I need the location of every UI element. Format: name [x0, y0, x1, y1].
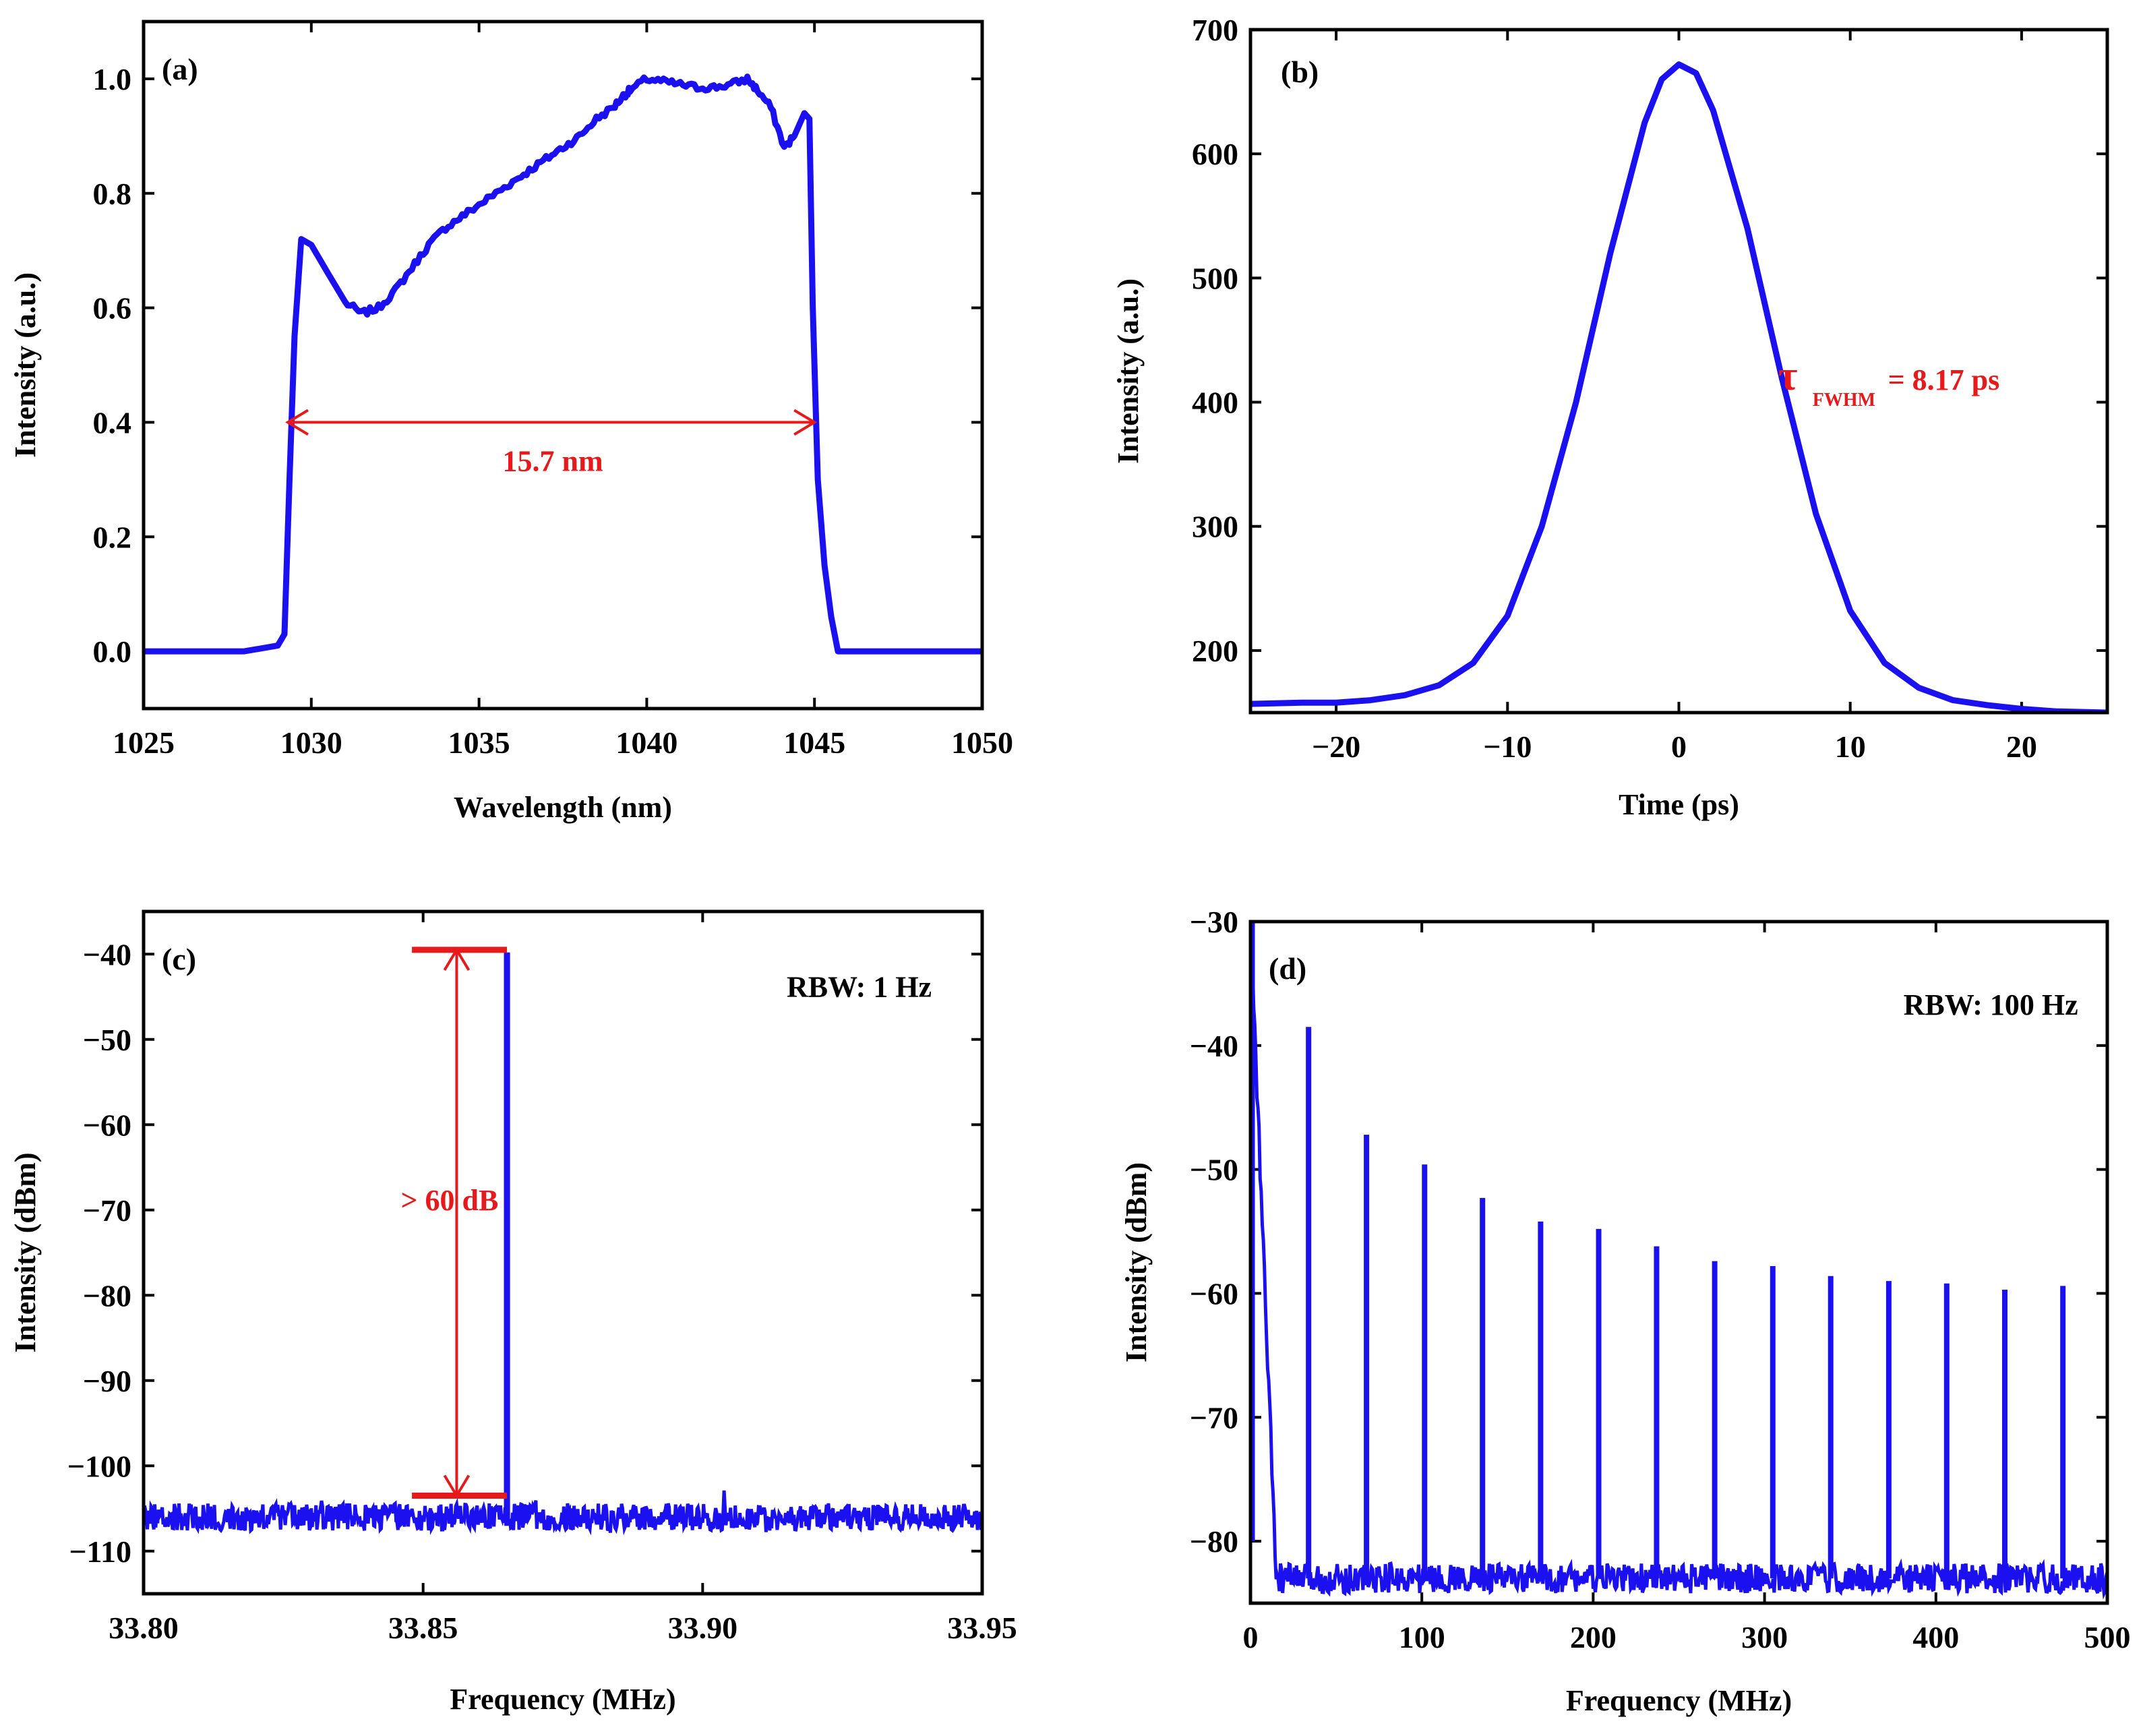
- series-line: [144, 73, 982, 655]
- x-tick-label: 300: [1741, 1620, 1788, 1654]
- x-tick-label: 33.90: [668, 1611, 738, 1645]
- series-line: [1250, 61, 2107, 713]
- x-axis-label: Wavelength (nm): [454, 791, 672, 824]
- y-tick-label: 0.2: [93, 520, 132, 554]
- panel-c: 33.80 33.85 33.90 33.95 −110 −100 −90 −80 −70 −60…: [9, 909, 1017, 1716]
- annotation-text: 15.7 nm: [503, 445, 603, 478]
- y-tick-label: −80: [83, 1278, 131, 1313]
- annotation-text: τ: [1778, 353, 1798, 399]
- trace-group: [144, 73, 982, 655]
- series-line: [1250, 922, 2107, 1600]
- x-tick-label: 400: [1912, 1620, 1959, 1654]
- x-tick-label: −10: [1483, 729, 1532, 764]
- y-tick-label: −40: [1190, 1029, 1238, 1063]
- y-tick-label: −100: [67, 1449, 131, 1483]
- panel-label: (c): [162, 942, 196, 976]
- panel-label: (a): [162, 52, 198, 86]
- arrow-head-up: [443, 947, 471, 971]
- plot-frame: [1248, 920, 2109, 1605]
- y-tick-label: −30: [1190, 905, 1238, 939]
- panel-a: 1025 1030 1035 1040 1045 1050 0.0 0.2 0.4 0.6 0.8 1…: [9, 20, 1013, 824]
- x-tick-label: 500: [2084, 1620, 2131, 1654]
- plot-frame: [1248, 28, 2109, 715]
- x-tick-label: 33.80: [109, 1611, 179, 1645]
- plot-frame: [142, 20, 984, 711]
- panel-label: (b): [1281, 55, 1319, 89]
- x-axis-label: Time (ps): [1619, 788, 1739, 821]
- y-tick-label: −70: [1190, 1400, 1238, 1435]
- annotation-text: FWHM: [1813, 390, 1875, 411]
- trace-group: [1250, 61, 2107, 713]
- x-tick-label: 33.95: [947, 1611, 1017, 1645]
- x-tick-label: 1050: [951, 725, 1013, 760]
- y-axis-label: Intensity (dBm): [9, 1152, 42, 1352]
- y-tick-label: 0.0: [93, 634, 132, 669]
- trace-group: [1250, 922, 2107, 1600]
- y-axis-label: Intensity (a.u.): [1112, 278, 1145, 464]
- x-tick-label: 1030: [280, 725, 342, 760]
- y-tick-label: −50: [83, 1023, 131, 1057]
- y-tick-label: −70: [83, 1193, 131, 1228]
- annotation-text: > 60 dB: [400, 1184, 498, 1217]
- x-tick-label: 1035: [448, 725, 510, 760]
- x-axis-label: Frequency (MHz): [1566, 1684, 1792, 1717]
- x-tick-label: 100: [1399, 1620, 1445, 1654]
- y-axis-label: Intensity (dBm): [1120, 1162, 1153, 1363]
- x-tick-label: −20: [1312, 729, 1360, 764]
- x-tick-label: 200: [1570, 1620, 1617, 1654]
- y-tick-label: −110: [69, 1534, 131, 1569]
- arrow-head-down: [443, 1474, 471, 1499]
- x-tick-label: 1045: [783, 725, 845, 760]
- x-tick-label: 1040: [615, 725, 677, 760]
- arrow-head-right: [793, 409, 818, 436]
- series-line: [144, 952, 982, 1536]
- rbw-label: RBW: 100 Hz: [1904, 988, 2078, 1021]
- y-tick-label: 500: [1192, 261, 1238, 295]
- y-tick-label: −90: [83, 1364, 131, 1398]
- y-tick-label: −40: [83, 937, 131, 971]
- y-tick-label: 200: [1192, 634, 1238, 668]
- x-axis-label: Frequency (MHz): [450, 1683, 675, 1716]
- y-tick-label: 300: [1192, 510, 1238, 544]
- panel-label: (d): [1269, 951, 1306, 986]
- y-tick-label: 0.6: [93, 291, 132, 326]
- y-tick-label: 400: [1192, 386, 1238, 420]
- y-tick-label: −60: [1190, 1276, 1238, 1311]
- x-tick-label: 1025: [113, 725, 175, 760]
- y-tick-label: −50: [1190, 1153, 1238, 1187]
- x-tick-label: 33.85: [388, 1611, 458, 1645]
- y-tick-label: −60: [83, 1108, 131, 1142]
- x-tick-label: 0: [1243, 1620, 1259, 1654]
- annotation-text: = 8.17 ps: [1888, 363, 2000, 396]
- y-tick-label: 1.0: [93, 62, 132, 96]
- x-tick-label: 20: [2006, 729, 2037, 764]
- y-tick-label: −80: [1190, 1524, 1238, 1559]
- y-axis-label: Intensity (a.u.): [9, 272, 42, 458]
- y-tick-label: 600: [1192, 137, 1238, 171]
- y-tick-label: 0.8: [93, 177, 132, 211]
- x-tick-label: 10: [1835, 729, 1866, 764]
- trace-group: [144, 952, 982, 1536]
- arrow-head-left: [285, 409, 309, 436]
- x-tick-label: 0: [1671, 729, 1687, 764]
- rbw-label: RBW: 1 Hz: [787, 971, 932, 1004]
- panel-b: −20 −10 0 10 20 200 300 400 500 600 700 Time (ps) In…: [1112, 13, 2109, 821]
- y-tick-label: 0.4: [93, 405, 132, 440]
- plot-frame: [142, 909, 984, 1596]
- y-tick-label: 700: [1192, 13, 1238, 47]
- panel-d: 0 100 200 300 400 500 −80 −70 −60 −50 −40 −30 Freque…: [1120, 905, 2131, 1717]
